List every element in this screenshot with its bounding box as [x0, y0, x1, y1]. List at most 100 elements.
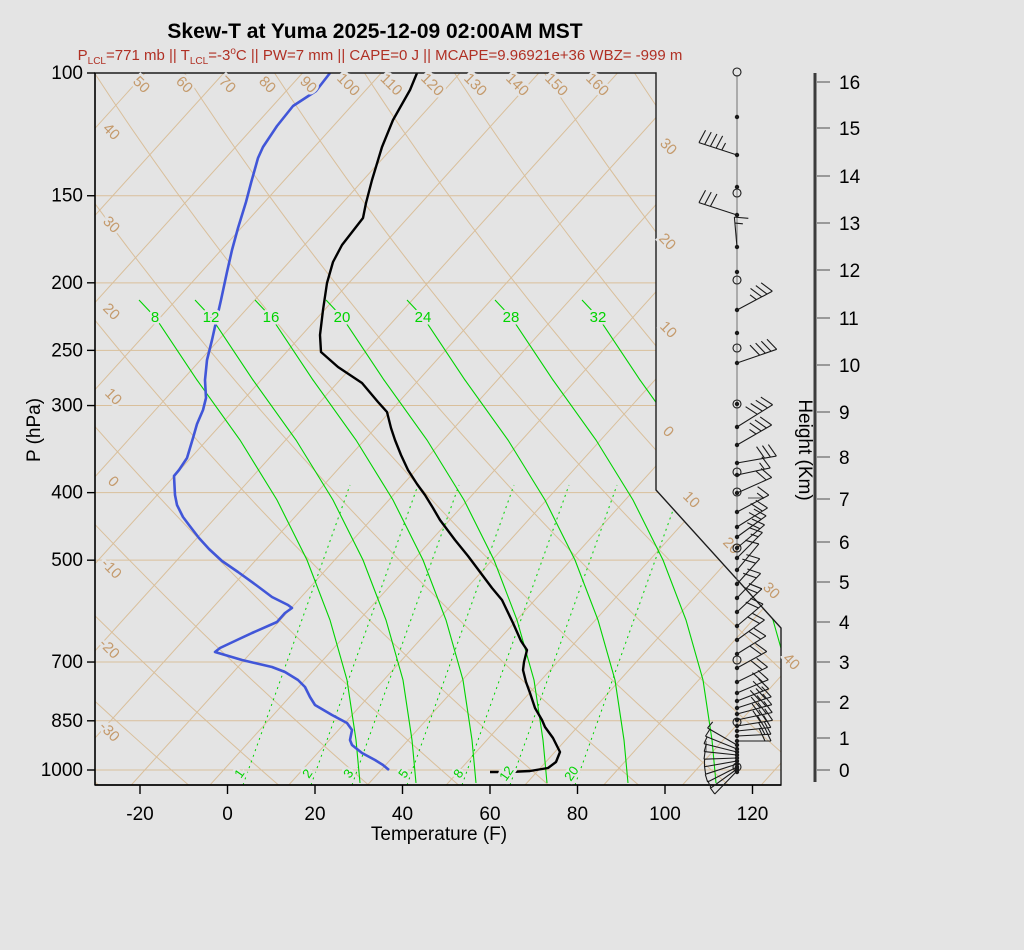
plcl-sub: LCL — [87, 56, 106, 67]
svg-text:-30: -30 — [96, 718, 123, 745]
svg-text:1: 1 — [839, 729, 850, 750]
svg-text:400: 400 — [51, 483, 83, 504]
svg-text:300: 300 — [51, 396, 83, 417]
svg-text:10: 10 — [679, 488, 703, 512]
svg-text:20: 20 — [99, 300, 123, 324]
svg-text:120: 120 — [417, 70, 447, 100]
svg-text:0: 0 — [222, 804, 233, 825]
svg-text:14: 14 — [839, 167, 861, 188]
station-dot — [734, 244, 740, 250]
pressure-axis-title: P (hPa) — [24, 398, 45, 462]
station-circle — [732, 655, 742, 665]
tlcl-unit: C — [235, 47, 251, 64]
station-dot — [734, 524, 740, 530]
station-dot — [734, 269, 740, 275]
svg-text:20: 20 — [655, 230, 679, 254]
station-dot — [734, 733, 740, 739]
station-dot — [734, 651, 740, 657]
station-dot — [734, 545, 740, 551]
separator: || — [168, 47, 181, 64]
degree-symbol: o — [230, 46, 236, 57]
svg-text:32: 32 — [590, 309, 607, 326]
station-dot — [734, 330, 740, 336]
station-dot — [734, 711, 740, 717]
station-dot — [734, 717, 740, 723]
x-axis: -20 0 20 40 60 80 100 120 Temperature (F) — [95, 784, 781, 845]
svg-text:40: 40 — [99, 120, 123, 144]
station-circle — [732, 275, 742, 285]
dewpoint-curve — [172, 73, 390, 771]
svg-text:8: 8 — [839, 448, 850, 469]
params-rest: || PW=7 mm || CAPE=0 J || MCAPE=9.96921e… — [250, 47, 683, 64]
svg-text:-20: -20 — [126, 804, 153, 825]
station-dot — [734, 442, 740, 448]
height-axis-title: Height (Km) — [794, 399, 815, 500]
wind-barbs — [698, 67, 778, 795]
svg-text:16: 16 — [263, 309, 280, 326]
svg-text:100: 100 — [51, 63, 83, 84]
station-dot — [734, 114, 740, 120]
svg-text:20: 20 — [561, 763, 582, 783]
mixing-ratio-lines — [242, 484, 683, 785]
svg-text:20: 20 — [334, 309, 351, 326]
svg-text:60: 60 — [172, 73, 196, 97]
station-dot — [734, 738, 740, 744]
svg-text:120: 120 — [737, 804, 769, 825]
svg-text:10: 10 — [656, 318, 680, 342]
station-dot — [734, 509, 740, 515]
svg-text:500: 500 — [51, 550, 83, 571]
svg-text:4: 4 — [839, 613, 850, 634]
svg-text:13: 13 — [839, 214, 860, 235]
svg-text:11: 11 — [839, 309, 859, 330]
station-dot — [734, 637, 740, 643]
station-dot — [734, 742, 740, 748]
tlcl-sub: LCL — [189, 56, 209, 67]
svg-text:150: 150 — [51, 186, 83, 207]
svg-text:24: 24 — [415, 309, 432, 326]
x-axis-title: Temperature (F) — [371, 824, 507, 845]
svg-text:100: 100 — [333, 70, 363, 100]
svg-text:80: 80 — [255, 73, 279, 97]
station-circle — [732, 762, 742, 772]
tlcl-label: T — [180, 47, 190, 64]
svg-text:60: 60 — [479, 804, 500, 825]
station-dot — [734, 609, 740, 615]
svg-text:9: 9 — [839, 403, 850, 424]
sounding-parameters: PLCL=771 mb || TLCL=-3oC || PW=7 mm || C… — [30, 46, 730, 67]
profiles — [172, 73, 562, 774]
svg-text:12: 12 — [496, 763, 517, 783]
svg-text:40: 40 — [779, 650, 803, 674]
svg-text:0: 0 — [659, 423, 677, 441]
svg-text:160: 160 — [582, 70, 612, 100]
svg-text:2: 2 — [839, 693, 850, 714]
svg-text:20: 20 — [304, 804, 325, 825]
station-dot — [734, 555, 740, 561]
svg-text:15: 15 — [839, 119, 860, 140]
svg-text:3: 3 — [839, 653, 850, 674]
svg-text:130: 130 — [460, 70, 490, 100]
svg-text:200: 200 — [51, 273, 83, 294]
svg-text:50: 50 — [129, 73, 153, 97]
svg-text:7: 7 — [839, 490, 850, 511]
svg-text:6: 6 — [839, 533, 850, 554]
station-dot — [734, 184, 740, 190]
svg-text:1000: 1000 — [41, 760, 83, 781]
station-dot — [734, 698, 740, 704]
svg-text:16: 16 — [839, 73, 860, 94]
station-circle — [732, 543, 742, 553]
station-dot — [734, 595, 740, 601]
svg-text:40: 40 — [392, 804, 413, 825]
svg-text:80: 80 — [567, 804, 588, 825]
svg-text:8: 8 — [151, 309, 159, 326]
temperature-curve — [318, 73, 562, 774]
svg-text:100: 100 — [649, 804, 681, 825]
svg-text:30: 30 — [99, 213, 123, 237]
svg-text:30: 30 — [656, 135, 680, 159]
station-dot — [734, 212, 740, 218]
tan-grid — [95, 73, 781, 785]
station-dot — [734, 623, 740, 629]
station-dot — [734, 490, 740, 496]
svg-text:850: 850 — [51, 711, 83, 732]
